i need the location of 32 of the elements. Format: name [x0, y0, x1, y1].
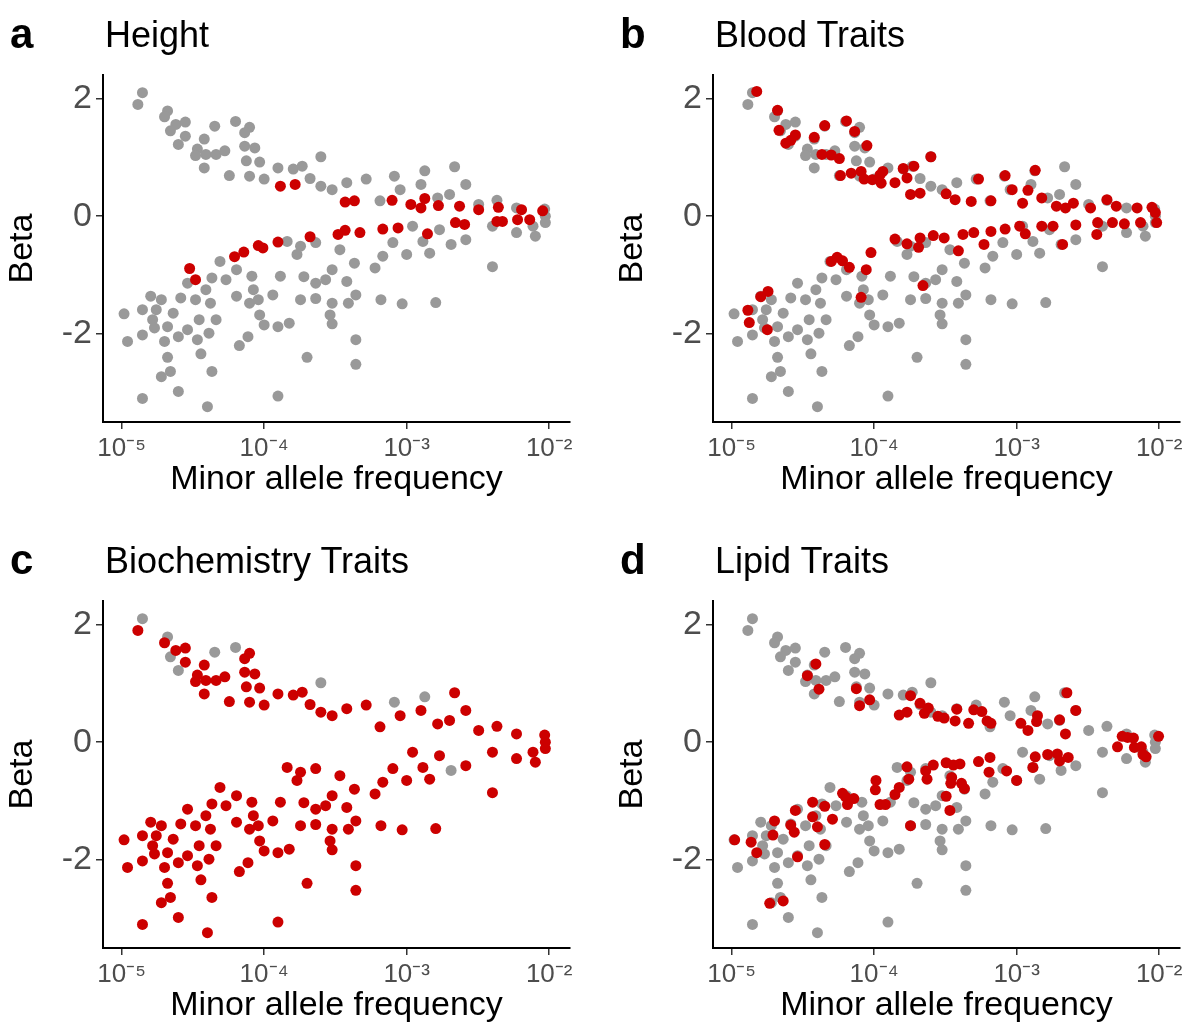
y-tick-label: 2: [73, 602, 92, 641]
x-tick-label: 10⁻⁵: [707, 431, 756, 462]
y-axis-title: Beta: [0, 739, 39, 810]
text: d: [620, 536, 646, 584]
y-tick-label: 0: [73, 194, 92, 233]
y-axis-title: Beta: [610, 213, 649, 284]
y-tick-label: 0: [683, 194, 702, 233]
text: b: [620, 10, 646, 58]
x-tick-label: 10⁻²: [525, 431, 573, 462]
x-tick-label: 10⁻⁵: [97, 431, 146, 462]
chart-title: Height: [105, 14, 210, 56]
y-axis-title: Beta: [0, 213, 39, 284]
text: a: [10, 10, 34, 58]
x-tick-label: 10⁻²: [1135, 957, 1183, 988]
y-tick-label: -2: [61, 312, 92, 351]
text: c: [10, 536, 34, 584]
x-tick-label: 10⁻²: [1135, 431, 1183, 462]
y-tick-label: -2: [671, 312, 702, 351]
y-tick-label: -2: [61, 838, 92, 877]
y-tick-label: 0: [73, 720, 92, 759]
y-tick-label: -2: [671, 838, 702, 877]
y-tick-label: 2: [73, 76, 92, 115]
x-tick-label: 10⁻⁵: [97, 957, 146, 988]
y-tick-label: 2: [683, 602, 702, 641]
y-tick-label: 2: [683, 76, 702, 115]
x-tick-label: 10⁻⁵: [707, 957, 756, 988]
y-tick-label: 0: [683, 720, 702, 759]
y-axis-title: Beta: [610, 739, 649, 810]
x-tick-label: 10⁻²: [525, 957, 573, 988]
chart-title: Blood Traits: [715, 14, 906, 56]
chart-title: Lipid Traits: [715, 540, 890, 582]
chart-title: Biochemistry Traits: [105, 540, 410, 582]
